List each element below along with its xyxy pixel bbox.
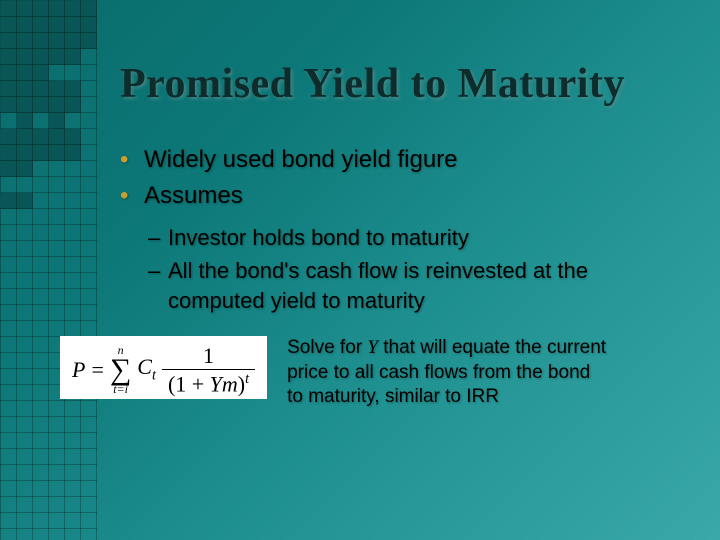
bullet-text: Widely used bond yield figure [144, 146, 458, 173]
bullet-text: Assumes [144, 182, 243, 209]
formula-equals: = [91, 357, 103, 383]
sub-bullet-list: Investor holds bond to maturity All the … [148, 223, 672, 316]
coefficient: Ct [137, 354, 156, 384]
sub-bullet-item: Investor holds bond to maturity [148, 223, 672, 253]
sub-bullet-item: All the bond's cash flow is reinvested a… [148, 256, 672, 315]
bullet-list: Widely used bond yield figure Assumes [120, 144, 672, 213]
slide-content: Promised Yield to Maturity Widely used b… [0, 0, 720, 450]
slide-title: Promised Yield to Maturity [120, 60, 672, 108]
sub-bullet-text: Investor holds bond to maturity [168, 225, 469, 250]
sub-bullet-text: All the bond's cash flow is reinvested a… [168, 258, 588, 313]
bullet-item: Widely used bond yield figure [120, 144, 672, 176]
formula-box: P = n ∑ t=i Ct 1 (1 + Ym)t [60, 336, 267, 400]
fraction-numerator: 1 [197, 344, 220, 367]
sum-lower-limit: t=i [113, 383, 128, 395]
bullet-item: Assumes [120, 180, 672, 212]
fraction: 1 (1 + Ym)t [162, 344, 255, 396]
summation-symbol: n ∑ t=i [110, 344, 131, 395]
formula-lhs: P [72, 357, 85, 383]
bottom-row: P = n ∑ t=i Ct 1 (1 + Ym)t Solve for Y t… [120, 336, 672, 410]
fraction-denominator: (1 + Ym)t [162, 372, 255, 395]
solve-description: Solve for Y that will equate the current… [287, 336, 607, 410]
